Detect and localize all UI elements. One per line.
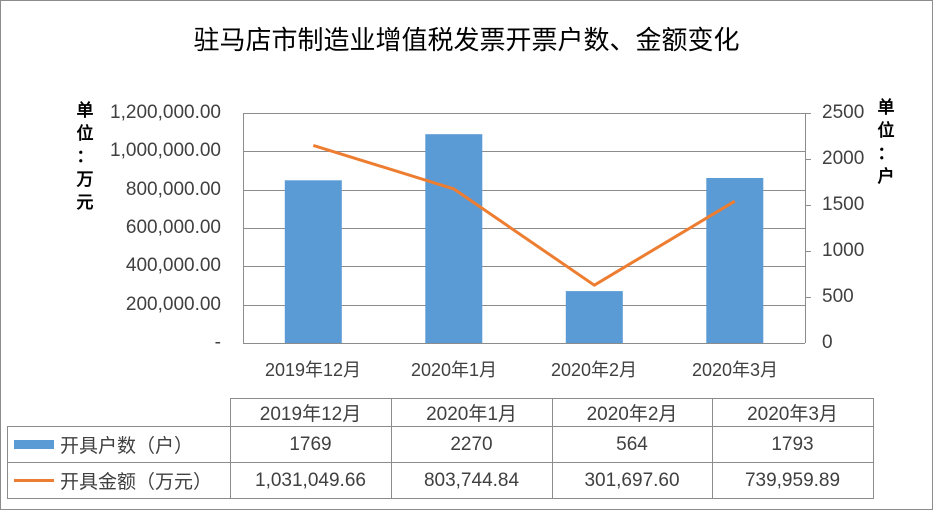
x-axis-category: 2020年2月 [550, 360, 638, 380]
bar [706, 178, 764, 343]
table-cell: 739,959.89 [711, 462, 874, 499]
table-header-cell: 2020年1月 [390, 398, 553, 427]
table-corner [7, 398, 230, 427]
data-table: 2019年12月 2020年1月 2020年2月 2020年3月 开具户数（户）… [7, 398, 874, 499]
unit-char: 位 [877, 121, 895, 141]
legend-amount: 开具金额（万元） [7, 462, 231, 499]
table-cell: 1,031,049.66 [229, 462, 392, 499]
left-axis-unit-label: 单 位 ： 万 元 [75, 100, 95, 215]
bar [565, 291, 623, 343]
left-axis-tick: 800,000.00 [125, 179, 221, 200]
unit-char: ： [76, 147, 94, 167]
unit-char: 户 [877, 167, 895, 187]
bar-legend-swatch-icon [14, 440, 54, 449]
table-cell: 2270 [390, 426, 553, 463]
row-label: 开具金额（万元） [60, 472, 213, 493]
unit-char: 单 [877, 98, 895, 118]
right-axis-tick: 1000 [822, 240, 865, 261]
left-axis-tick: 1,200,000.00 [110, 102, 221, 123]
chart-title: 驻马店市制造业增值税发票开票户数、金额变化 [193, 26, 740, 56]
table-cell: 803,744.84 [390, 462, 553, 499]
table-cell: 1769 [229, 426, 392, 463]
left-axis-tick: 600,000.00 [125, 217, 221, 238]
table-cell: 564 [551, 426, 713, 463]
left-axis-tick: 400,000.00 [125, 255, 221, 276]
unit-char: 元 [76, 193, 94, 213]
line-series-amount [312, 143, 736, 287]
line-legend-swatch-icon [14, 479, 54, 482]
x-axis-category: 2020年1月 [410, 360, 498, 380]
table-header-row: 2019年12月 2020年1月 2020年2月 2020年3月 [7, 398, 874, 427]
table-cell: 301,697.60 [551, 462, 713, 499]
right-axis-tick: 500 [822, 286, 854, 307]
unit-char: 单 [76, 101, 94, 121]
x-axis-category: 2020年3月 [691, 360, 779, 380]
bar [284, 180, 342, 343]
table-header-cell: 2020年3月 [711, 398, 874, 427]
bar-series-households [284, 134, 764, 343]
right-axis-tick: 1500 [822, 194, 865, 215]
unit-char: ： [877, 144, 895, 164]
unit-char: 万 [76, 170, 94, 190]
table-row: 开具户数（户） 1769 2270 564 1793 [7, 426, 874, 463]
unit-char: 位 [76, 124, 94, 144]
table-cell: 1793 [711, 426, 874, 463]
right-axis-tick: 2500 [822, 102, 865, 123]
right-axis-unit-label: 单 位 ： 户 [876, 97, 896, 189]
right-axis-tick: 0 [822, 332, 833, 353]
table-header-cell: 2020年2月 [551, 398, 713, 427]
x-axis-category: 2019年12月 [264, 360, 362, 380]
left-axis-tick: 1,000,000.00 [110, 140, 221, 161]
bar [425, 134, 483, 343]
legend-households: 开具户数（户） [7, 426, 231, 463]
table-header-cell: 2019年12月 [229, 398, 392, 427]
table-row: 开具金额（万元） 1,031,049.66 803,744.84 301,697… [7, 462, 874, 499]
row-label: 开具户数（户） [60, 436, 194, 457]
left-axis-tick: 200,000.00 [125, 294, 221, 315]
left-axis-tick: - [214, 332, 221, 353]
right-axis-tick: 2000 [822, 148, 865, 169]
